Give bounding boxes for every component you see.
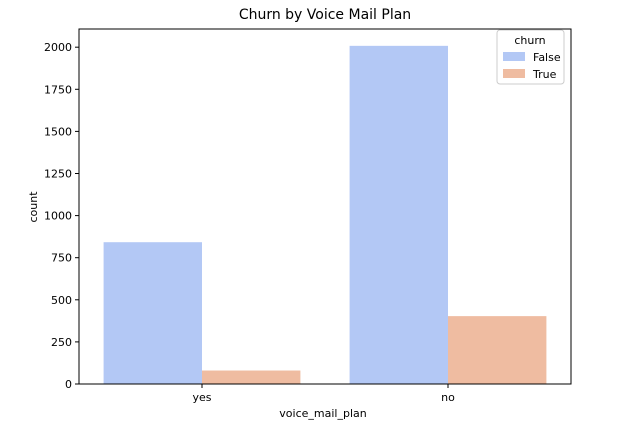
bar-yes-true <box>202 370 301 384</box>
y-tick-label: 500 <box>51 294 72 307</box>
legend-label-true: True <box>532 68 557 81</box>
bar-no-false <box>349 45 448 385</box>
y-axis: 0 250 500 750 1000 1250 1500 1750 2000 <box>44 41 79 391</box>
x-tick-label: no <box>441 391 455 404</box>
legend: churn False True <box>496 29 565 85</box>
bar-no-true <box>448 316 547 384</box>
x-tick-label: yes <box>192 391 211 404</box>
x-axis: yes no <box>192 384 455 404</box>
y-tick-label: 1250 <box>44 167 72 180</box>
chart-title: Churn by Voice Mail Plan <box>239 7 411 23</box>
bar-yes-false <box>103 242 202 384</box>
legend-swatch-false <box>503 52 525 61</box>
y-tick-label: 250 <box>51 336 72 349</box>
y-tick-label: 1750 <box>44 83 72 96</box>
legend-title: churn <box>514 34 545 47</box>
y-axis-label: count <box>27 191 40 223</box>
bars <box>103 45 547 385</box>
legend-label-false: False <box>533 51 561 64</box>
legend-swatch-true <box>503 69 525 78</box>
y-tick-label: 0 <box>65 378 72 391</box>
y-tick-label: 1000 <box>44 210 72 223</box>
plot-frame <box>78 28 572 385</box>
y-tick-label: 2000 <box>44 41 72 54</box>
x-axis-label: voice_mail_plan <box>279 407 366 420</box>
plot-area: 0 250 500 750 1000 1250 1500 1750 2000 yes no <box>44 28 572 404</box>
y-tick-label: 1500 <box>44 125 72 138</box>
y-tick-label: 750 <box>51 252 72 265</box>
